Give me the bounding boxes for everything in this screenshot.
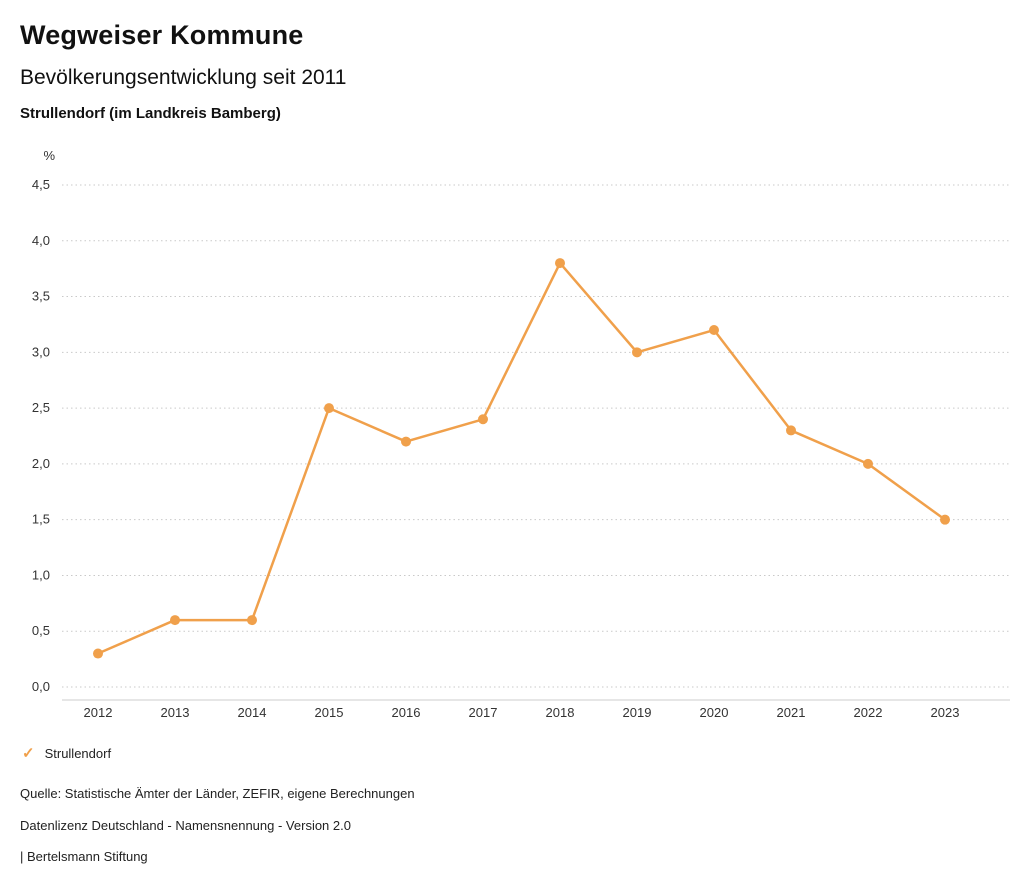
chart-title: Bevölkerungsentwicklung seit 2011 [20, 66, 347, 89]
data-point[interactable] [247, 615, 257, 626]
publisher-text: | Bertelsmann Stiftung [20, 849, 148, 864]
legend-check-icon: ✓ [22, 745, 35, 762]
x-tick-label: 2022 [854, 705, 883, 720]
legend-label: Strullendorf [44, 746, 112, 761]
x-tick-label: 2016 [392, 705, 421, 720]
data-point[interactable] [478, 414, 488, 425]
license-text: Datenlizenz Deutschland - Namensnennung … [20, 818, 351, 833]
y-tick-label: 4,5 [32, 177, 50, 192]
x-tick-label: 2012 [84, 705, 113, 720]
data-point[interactable] [170, 615, 180, 626]
y-tick-label: 0,0 [32, 679, 50, 694]
data-point[interactable] [709, 325, 719, 336]
x-tick-label: 2015 [315, 705, 344, 720]
y-tick-label: 3,5 [32, 289, 50, 304]
source-text: Quelle: Statistische Ämter der Länder, Z… [20, 786, 415, 801]
x-tick-label: 2021 [777, 705, 806, 720]
x-tick-label: 2017 [469, 705, 498, 720]
x-tick-label: 2013 [161, 705, 190, 720]
data-point[interactable] [555, 258, 565, 269]
y-tick-label: 2,0 [32, 456, 50, 471]
y-tick-label: 4,0 [32, 233, 50, 248]
x-tick-label: 2014 [238, 705, 267, 720]
data-point[interactable] [940, 514, 950, 525]
y-tick-label: 1,0 [32, 567, 50, 582]
x-tick-label: 2020 [700, 705, 729, 720]
app-title: Wegweiser Kommune [20, 20, 304, 50]
data-point[interactable] [863, 458, 873, 469]
x-tick-label: 2018 [546, 705, 575, 720]
line-chart: % 0,0 0,5 1,0 1,5 2,0 2,5 3,0 3,5 4,0 4,5 2012 2013 2… [0, 140, 1024, 730]
region-title: Strullendorf (im Landkreis Bamberg) [20, 105, 281, 122]
data-point[interactable] [93, 648, 103, 659]
data-point[interactable] [401, 436, 411, 447]
x-tick-label: 2023 [931, 705, 960, 720]
y-tick-label: 3,0 [32, 344, 50, 359]
y-axis-unit-label: % [43, 148, 55, 163]
data-point[interactable] [632, 347, 642, 358]
series-line [96, 261, 947, 655]
y-tick-label: 1,5 [32, 512, 50, 527]
data-point[interactable] [786, 425, 796, 436]
x-tick-label: 2019 [623, 705, 652, 720]
legend[interactable]: ✓ Strullendorf [22, 746, 111, 761]
y-tick-label: 0,5 [32, 623, 50, 638]
line-chart-svg: % 0,0 0,5 1,0 1,5 2,0 2,5 3,0 3,5 4,0 4,5 2012 2013 2… [32, 148, 1010, 720]
y-tick-label: 2,5 [32, 400, 50, 415]
data-point[interactable] [324, 403, 334, 414]
